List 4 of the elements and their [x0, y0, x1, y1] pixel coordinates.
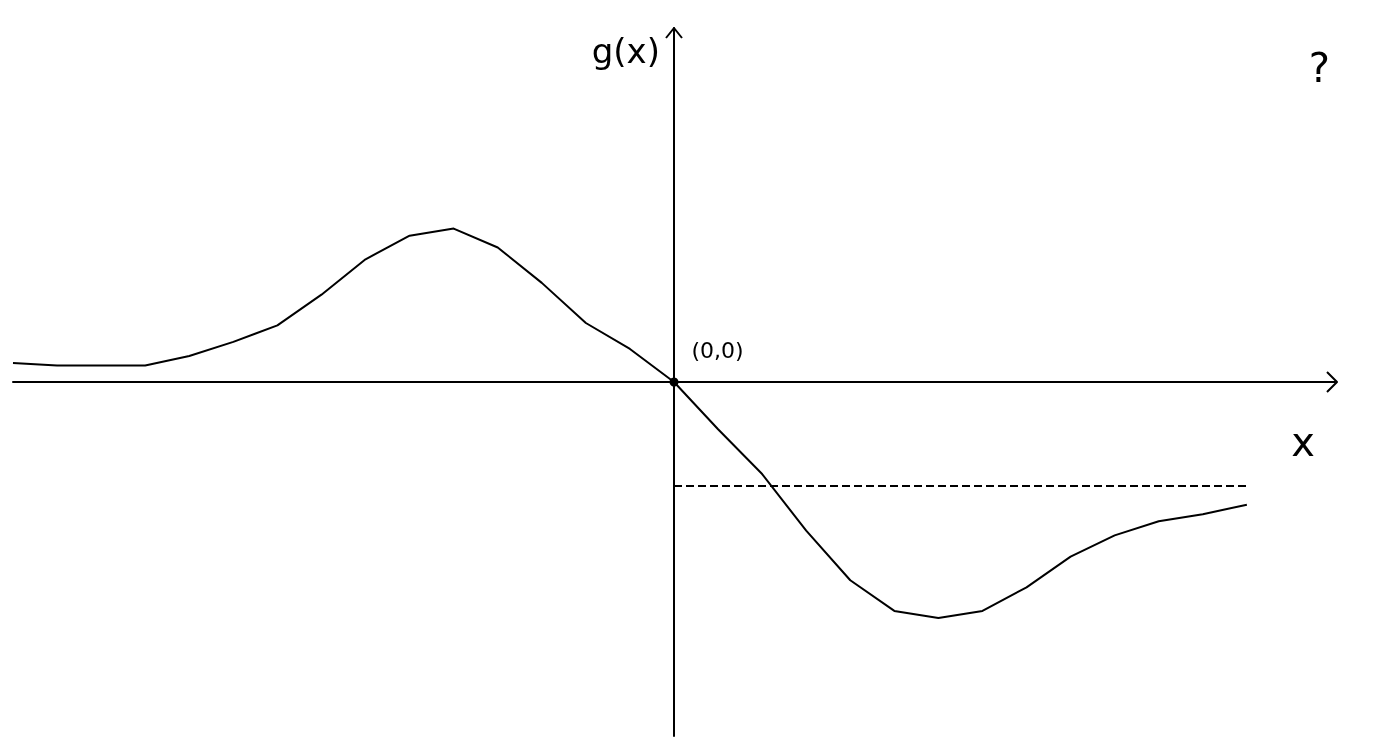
y-axis-title: g(x): [591, 31, 660, 71]
annotation: (0,0): [691, 338, 744, 363]
x-axis-title: x: [1291, 419, 1315, 465]
text: ?: [1308, 45, 1330, 91]
